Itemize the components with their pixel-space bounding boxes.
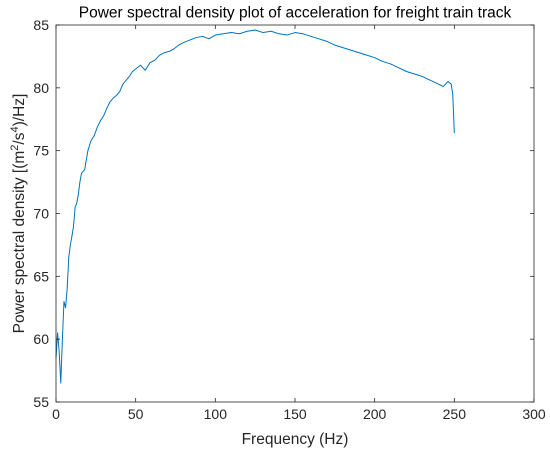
ticks-layer: 0 50 100 150 200 250 300 55 60 65 70 75 80 85 [33,17,545,422]
x-tick-label: 100 [204,406,228,422]
y-axis-label-sup1: 2 [9,145,21,151]
y-tick-label: 80 [33,80,49,96]
y-tick-label: 60 [33,331,49,347]
x-tick-label: 0 [52,406,60,422]
x-axis-label: Frequency (Hz) [242,431,349,448]
plot-area [56,25,534,402]
y-axis-label-mid: /s [11,132,28,144]
x-tick-label: 200 [363,406,387,422]
series-layer [55,29,455,384]
x-tick-label: 150 [283,406,307,422]
y-axis-label-tail: )/Hz] [11,94,28,127]
x-tick-label: 300 [522,406,546,422]
y-tick-label: 70 [33,206,49,222]
y-tick-label: 75 [33,143,49,159]
y-axis-label: Power spectral density [(m2/s4)/Hz] [9,94,28,334]
y-axis-label-sup2: 4 [9,126,21,132]
y-tick-label: 55 [33,394,49,410]
y-tick-label: 85 [33,17,49,33]
x-tick-label: 50 [128,406,144,422]
psd-series-line [55,29,455,384]
x-tick-label: 250 [443,406,467,422]
y-axis-label-main: Power spectral density [(m [11,151,28,334]
y-tick-label: 65 [33,268,49,284]
chart-title: Power spectral density plot of accelerat… [79,5,512,22]
